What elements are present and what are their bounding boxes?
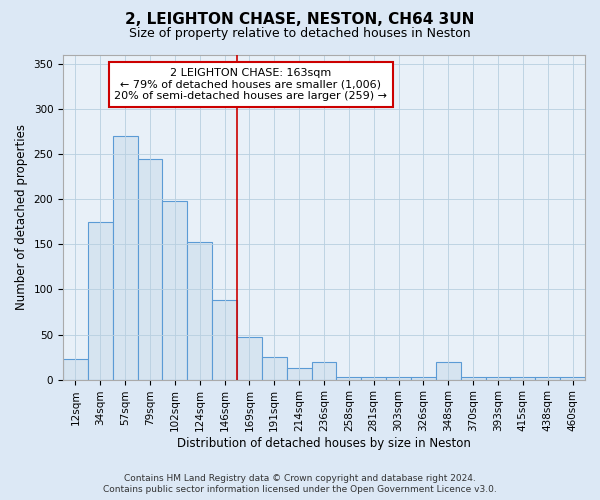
Bar bbox=[411, 377, 436, 380]
Bar bbox=[511, 377, 535, 380]
Bar bbox=[386, 377, 411, 380]
Bar bbox=[337, 377, 361, 380]
Bar bbox=[212, 300, 237, 380]
Text: 2 LEIGHTON CHASE: 163sqm
← 79% of detached houses are smaller (1,006)
20% of sem: 2 LEIGHTON CHASE: 163sqm ← 79% of detach… bbox=[115, 68, 388, 101]
Bar bbox=[113, 136, 137, 380]
Bar bbox=[187, 242, 212, 380]
Bar bbox=[436, 362, 461, 380]
Bar bbox=[262, 357, 287, 380]
Bar bbox=[535, 377, 560, 380]
Bar bbox=[311, 362, 337, 380]
Y-axis label: Number of detached properties: Number of detached properties bbox=[15, 124, 28, 310]
Text: Size of property relative to detached houses in Neston: Size of property relative to detached ho… bbox=[129, 28, 471, 40]
X-axis label: Distribution of detached houses by size in Neston: Distribution of detached houses by size … bbox=[177, 437, 471, 450]
Bar bbox=[287, 368, 311, 380]
Text: 2, LEIGHTON CHASE, NESTON, CH64 3UN: 2, LEIGHTON CHASE, NESTON, CH64 3UN bbox=[125, 12, 475, 28]
Bar bbox=[361, 377, 386, 380]
Bar bbox=[237, 337, 262, 380]
Bar bbox=[560, 377, 585, 380]
Bar bbox=[461, 377, 485, 380]
Bar bbox=[63, 359, 88, 380]
Bar bbox=[88, 222, 113, 380]
Bar bbox=[163, 201, 187, 380]
Text: Contains HM Land Registry data © Crown copyright and database right 2024.
Contai: Contains HM Land Registry data © Crown c… bbox=[103, 474, 497, 494]
Bar bbox=[485, 377, 511, 380]
Bar bbox=[137, 158, 163, 380]
